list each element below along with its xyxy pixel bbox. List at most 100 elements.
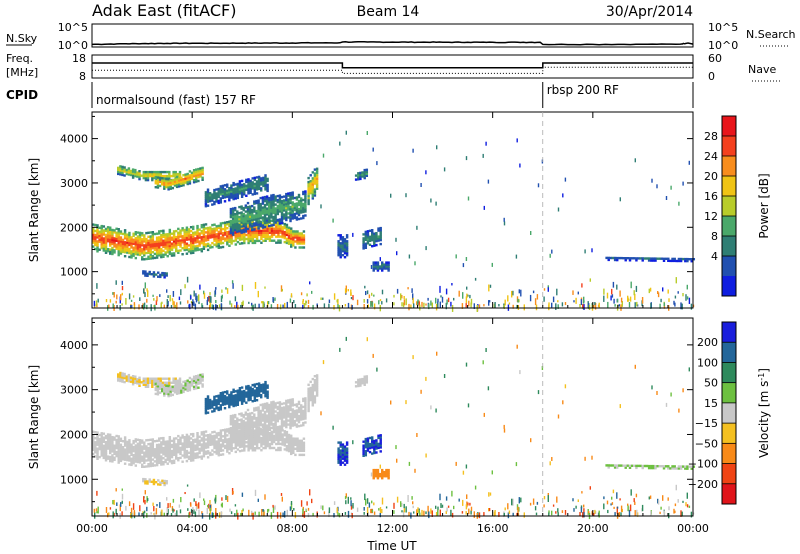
power-cell bbox=[248, 205, 252, 208]
power-cell bbox=[290, 243, 293, 246]
power-cell bbox=[263, 303, 265, 308]
power-cell bbox=[293, 214, 297, 218]
power-cell bbox=[364, 238, 368, 241]
velocity-cell bbox=[304, 409, 307, 412]
velocity-cell bbox=[287, 437, 291, 441]
velocity-cell bbox=[153, 456, 157, 459]
velocity-cell bbox=[209, 451, 212, 455]
velocity-cell bbox=[168, 452, 172, 455]
power-cell bbox=[152, 294, 154, 297]
power-cell bbox=[92, 223, 95, 226]
velocity-cell bbox=[257, 406, 260, 409]
velocity-cell bbox=[226, 398, 229, 401]
velocity-cell bbox=[199, 379, 202, 383]
power-cell bbox=[290, 239, 293, 242]
velocity-cell bbox=[130, 449, 133, 452]
velocity-cell bbox=[231, 430, 235, 433]
power-cell bbox=[247, 239, 250, 243]
velocity-cell bbox=[304, 397, 307, 400]
velocity-cell bbox=[282, 406, 286, 409]
velocity-cell bbox=[238, 391, 242, 394]
power-cell bbox=[145, 257, 148, 261]
velocity-cell bbox=[231, 440, 235, 443]
velocity-cell bbox=[192, 438, 195, 442]
velocity-cell bbox=[309, 394, 312, 398]
velocity-cell bbox=[219, 392, 223, 395]
velocity-cell bbox=[279, 434, 282, 437]
power-cell bbox=[357, 178, 360, 181]
velocity-cell bbox=[196, 432, 199, 435]
freq-tick-bottom: 8 bbox=[79, 70, 86, 83]
velocity-cell bbox=[262, 436, 265, 440]
velocity-cell bbox=[115, 454, 118, 458]
velocity-cell bbox=[667, 497, 669, 501]
power-cell bbox=[255, 209, 258, 213]
power-cell bbox=[243, 233, 246, 237]
power-cell bbox=[686, 296, 689, 300]
power-cell bbox=[175, 239, 178, 243]
power-cell bbox=[155, 232, 159, 235]
velocity-cell bbox=[287, 401, 290, 404]
power-cell bbox=[126, 247, 129, 250]
power-cell bbox=[223, 188, 227, 191]
velocity-cell bbox=[121, 458, 125, 461]
velocity-cell bbox=[172, 439, 176, 442]
velocity-cell bbox=[121, 456, 125, 459]
velocity-cell bbox=[343, 455, 347, 458]
velocity-cell bbox=[204, 406, 208, 409]
velocity-cell bbox=[445, 496, 448, 501]
velocity-cell bbox=[624, 466, 627, 469]
velocity-cell bbox=[157, 377, 160, 380]
power-cell bbox=[138, 243, 142, 247]
velocity-cell bbox=[290, 450, 293, 454]
power-cell bbox=[441, 296, 444, 303]
velocity-cell bbox=[255, 388, 259, 392]
velocity-cell bbox=[236, 440, 240, 443]
velocity-cell bbox=[258, 426, 261, 430]
power-cell bbox=[164, 253, 167, 256]
velocity-cell bbox=[633, 464, 636, 467]
power-cell bbox=[294, 236, 297, 239]
velocity-cell bbox=[260, 438, 263, 442]
velocity-cell bbox=[295, 413, 299, 416]
velocity-cell bbox=[155, 377, 158, 380]
velocity-cell bbox=[230, 393, 233, 396]
velocity-cell bbox=[373, 449, 376, 453]
velocity-cell bbox=[626, 464, 630, 467]
velocity-cell bbox=[178, 391, 181, 395]
power-cell bbox=[234, 243, 238, 246]
velocity-cell bbox=[98, 443, 101, 447]
velocity-cell bbox=[307, 395, 310, 399]
power-cell bbox=[242, 214, 245, 218]
power-cell bbox=[117, 251, 120, 255]
power-cell bbox=[170, 242, 174, 245]
velocity-cell bbox=[282, 410, 286, 413]
power-cell bbox=[482, 153, 484, 158]
velocity-cell bbox=[339, 445, 342, 448]
velocity-cell bbox=[228, 401, 231, 405]
velocity-cell bbox=[117, 461, 120, 464]
power-cell bbox=[296, 230, 299, 233]
power-cell bbox=[217, 246, 221, 249]
power-cell bbox=[117, 249, 120, 253]
power-cell bbox=[435, 304, 438, 311]
velocity-cell bbox=[159, 379, 163, 382]
power-cell bbox=[652, 257, 655, 260]
power-cell bbox=[251, 228, 254, 232]
power-cell bbox=[154, 176, 158, 179]
velocity-cell bbox=[341, 443, 345, 446]
velocity-cell bbox=[195, 385, 198, 388]
power-cell bbox=[232, 187, 235, 191]
velocity-cell bbox=[230, 391, 233, 394]
power-cell bbox=[231, 231, 235, 234]
velocity-cell bbox=[249, 392, 252, 395]
power-cell bbox=[532, 290, 535, 294]
power-cell bbox=[176, 302, 178, 310]
power-cell bbox=[263, 213, 267, 217]
velocity-cell bbox=[263, 412, 267, 416]
power-cell bbox=[268, 208, 271, 212]
power-cell bbox=[343, 250, 347, 253]
power-cell bbox=[341, 238, 345, 241]
velocity-cell bbox=[359, 384, 362, 387]
power-cell bbox=[170, 238, 174, 241]
